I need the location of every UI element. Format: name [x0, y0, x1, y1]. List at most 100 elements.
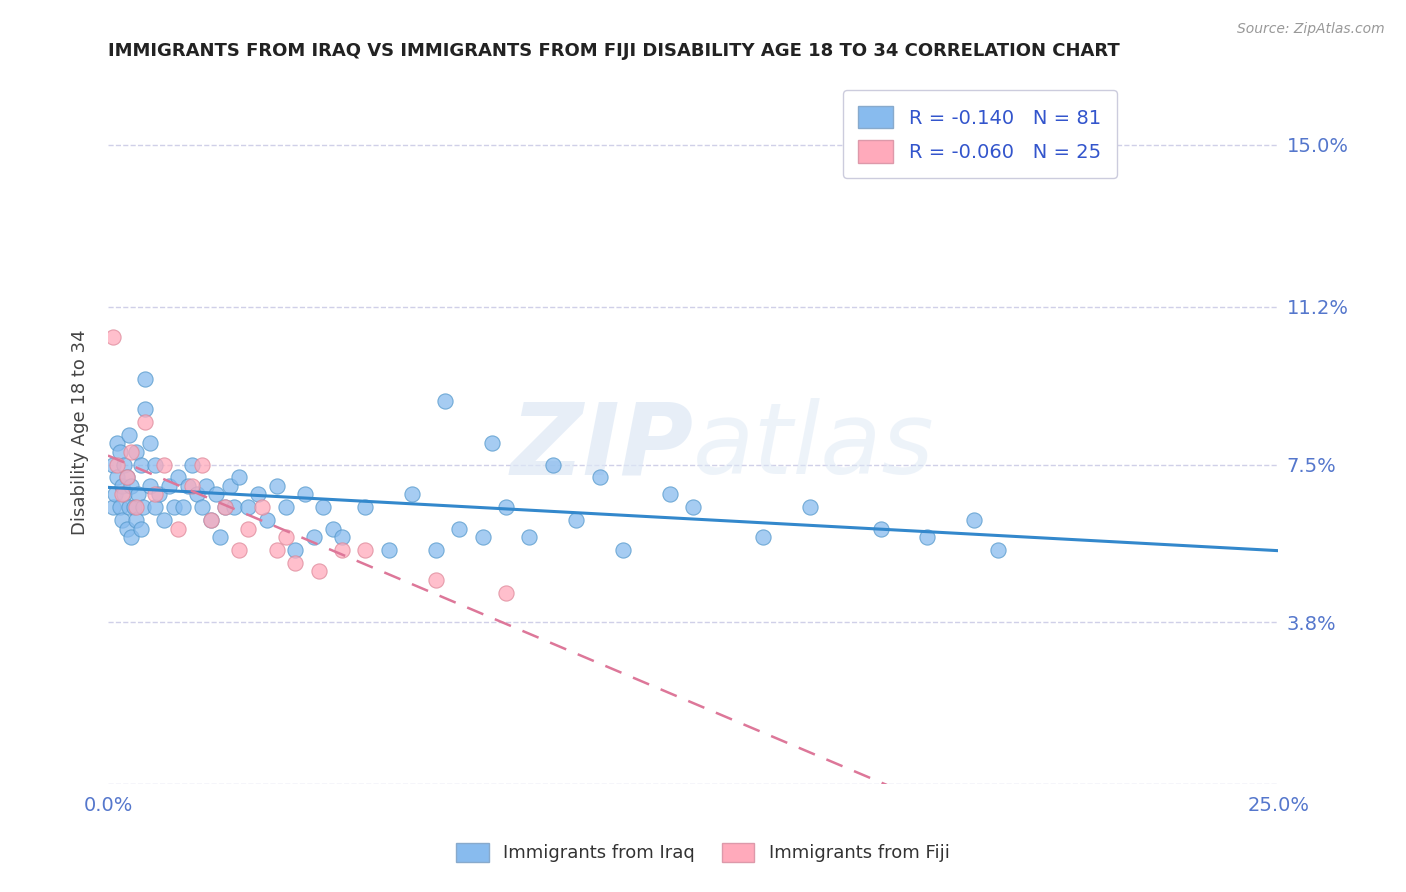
Point	[111, 479, 134, 493]
Point	[105, 470, 128, 484]
Point	[181, 479, 204, 493]
Point	[238, 500, 260, 515]
Point	[214, 500, 236, 515]
Point	[471, 530, 494, 544]
Point	[148, 487, 170, 501]
Point	[274, 500, 297, 515]
Point	[294, 487, 316, 501]
Point	[612, 542, 634, 557]
Point	[122, 500, 145, 515]
Point	[111, 487, 134, 501]
Point	[139, 436, 162, 450]
Point	[181, 458, 204, 472]
Text: IMMIGRANTS FROM IRAQ VS IMMIGRANTS FROM FIJI DISABILITY AGE 18 TO 34 CORRELATION: IMMIGRANTS FROM IRAQ VS IMMIGRANTS FROM …	[108, 42, 1119, 60]
Point	[588, 470, 610, 484]
Point	[752, 530, 775, 544]
Point	[541, 458, 564, 472]
Point	[963, 513, 986, 527]
Point	[256, 513, 278, 527]
Point	[302, 530, 325, 544]
Point	[228, 542, 250, 557]
Point	[104, 487, 127, 501]
Point	[176, 479, 198, 493]
Point	[162, 500, 184, 515]
Point	[157, 479, 180, 493]
Point	[129, 522, 152, 536]
Point	[112, 458, 135, 472]
Point	[125, 500, 148, 515]
Point	[378, 542, 401, 557]
Point	[238, 522, 260, 536]
Point	[218, 479, 240, 493]
Point	[118, 427, 141, 442]
Point	[917, 530, 939, 544]
Point	[354, 500, 377, 515]
Point	[354, 542, 377, 557]
Point	[139, 479, 162, 493]
Point	[115, 470, 138, 484]
Legend: R = -0.140   N = 81, R = -0.060   N = 25: R = -0.140 N = 81, R = -0.060 N = 25	[842, 90, 1116, 178]
Point	[200, 513, 222, 527]
Point	[120, 444, 142, 458]
Point	[322, 522, 344, 536]
Point	[434, 393, 457, 408]
Point	[495, 585, 517, 599]
Y-axis label: Disability Age 18 to 34: Disability Age 18 to 34	[72, 330, 89, 535]
Point	[228, 470, 250, 484]
Point	[101, 500, 124, 515]
Point	[111, 513, 134, 527]
Point	[284, 542, 307, 557]
Point	[246, 487, 269, 501]
Point	[869, 522, 891, 536]
Point	[266, 479, 288, 493]
Point	[120, 530, 142, 544]
Point	[108, 500, 131, 515]
Point	[105, 458, 128, 472]
Point	[252, 500, 274, 515]
Point	[118, 500, 141, 515]
Point	[682, 500, 704, 515]
Text: atlas: atlas	[693, 398, 935, 495]
Point	[143, 458, 166, 472]
Point	[108, 444, 131, 458]
Point	[101, 458, 124, 472]
Point	[134, 402, 156, 417]
Point	[101, 329, 124, 343]
Point	[129, 458, 152, 472]
Point	[195, 479, 218, 493]
Point	[167, 522, 190, 536]
Point	[125, 513, 148, 527]
Point	[105, 436, 128, 450]
Point	[519, 530, 541, 544]
Point	[115, 470, 138, 484]
Point	[308, 564, 330, 578]
Point	[153, 513, 176, 527]
Text: ZIP: ZIP	[510, 398, 693, 495]
Point	[134, 372, 156, 386]
Point	[658, 487, 681, 501]
Point	[565, 513, 588, 527]
Point	[495, 500, 517, 515]
Point	[125, 444, 148, 458]
Point	[266, 542, 288, 557]
Point	[190, 500, 212, 515]
Point	[200, 513, 222, 527]
Point	[401, 487, 423, 501]
Point	[115, 522, 138, 536]
Point	[987, 542, 1010, 557]
Point	[186, 487, 208, 501]
Point	[143, 500, 166, 515]
Point	[330, 542, 353, 557]
Point	[312, 500, 335, 515]
Point	[112, 487, 135, 501]
Point	[153, 458, 176, 472]
Point	[172, 500, 194, 515]
Text: Source: ZipAtlas.com: Source: ZipAtlas.com	[1237, 22, 1385, 37]
Point	[330, 530, 353, 544]
Point	[284, 556, 307, 570]
Point	[449, 522, 471, 536]
Point	[134, 415, 156, 429]
Point	[127, 487, 149, 501]
Point	[204, 487, 226, 501]
Point	[143, 487, 166, 501]
